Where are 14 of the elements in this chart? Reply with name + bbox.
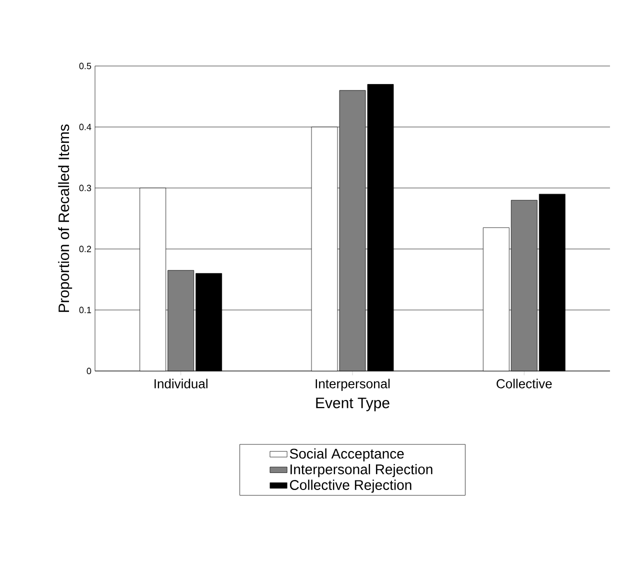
y-tick-label: 0.4 <box>79 124 92 130</box>
y-tick-label: 0.5 <box>79 62 92 70</box>
y-tick-label: 0.3 <box>79 184 92 192</box>
y-tick-label: 0.2 <box>79 246 92 252</box>
y-tick-label: 0 <box>86 368 92 374</box>
y-axis-title: Proportion of Recalled Items <box>58 124 72 312</box>
x-tick-label: Interpersonal <box>316 378 390 391</box>
legend-label: Collective Rejection <box>290 480 412 493</box>
x-tick-label: Collective <box>496 378 552 388</box>
x-tick-label: Individual <box>154 378 208 388</box>
legend-label: Social Acceptance <box>290 448 404 462</box>
x-axis-title: Event Type <box>316 398 390 412</box>
legend-label: Interpersonal Rejection <box>290 464 432 478</box>
y-tick-label: 0.1 <box>79 306 92 314</box>
